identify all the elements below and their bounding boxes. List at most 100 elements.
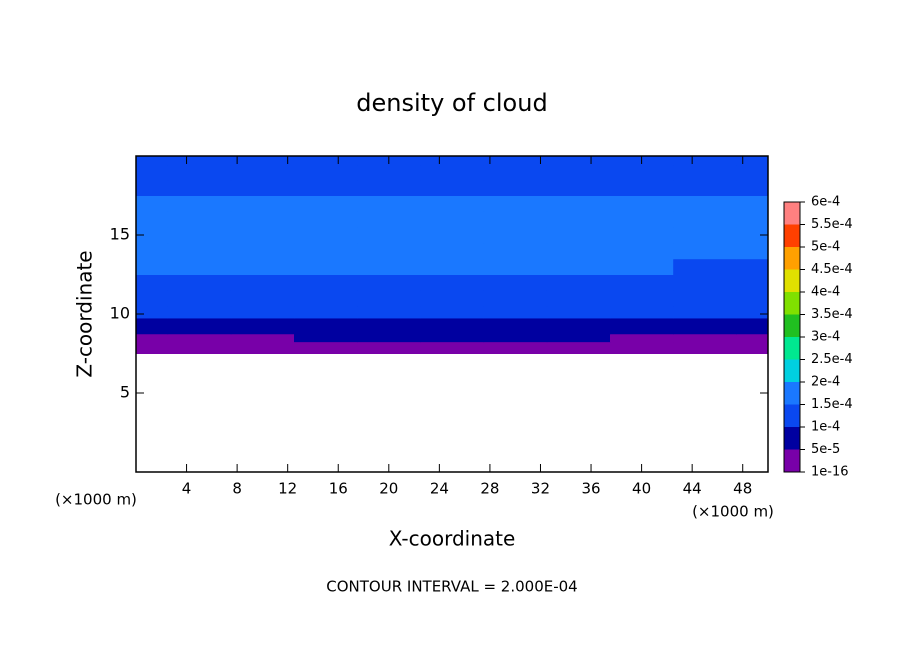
contour-cell [483, 333, 548, 343]
contour-cell [420, 325, 485, 335]
footer-note: CONTOUR INTERVAL = 2.000E-04 [326, 578, 577, 596]
contour-cell [546, 290, 611, 307]
contour-cell [736, 258, 769, 275]
contour-cell [167, 341, 232, 351]
contour-cell [420, 317, 485, 327]
contour-cell [230, 156, 295, 166]
contour-cell [230, 290, 295, 307]
contour-cell [420, 211, 485, 228]
contour-cell [610, 349, 674, 354]
contour-cell [230, 325, 295, 335]
contour-cell [167, 274, 232, 291]
x-tick-label: 16 [329, 480, 348, 498]
contour-cell [357, 349, 421, 354]
contour-cell [167, 179, 232, 196]
contour-cell [546, 306, 611, 319]
x-tick-label: 40 [632, 480, 651, 498]
y-axis-label: Z-coordinate [73, 250, 97, 377]
contour-cell [546, 211, 611, 228]
contour-cell [230, 179, 295, 196]
contour-cell [357, 274, 421, 291]
contour-cell [136, 333, 169, 343]
contour-cell [546, 227, 611, 244]
contour-cell [357, 290, 421, 307]
contour-cell [357, 306, 421, 319]
x-tick-label: 44 [683, 480, 702, 498]
contour-cell [673, 211, 737, 228]
contour-cell [136, 227, 169, 244]
colorbar-label: 6e-4 [811, 195, 840, 210]
contour-cell [136, 156, 169, 166]
x-unit-label: (×1000 m) [692, 503, 774, 521]
contour-cell [294, 195, 358, 212]
contour-cell [420, 242, 485, 260]
contour-cell [230, 211, 295, 228]
contour-cell [483, 306, 548, 319]
contour-cell [136, 195, 169, 212]
colorbar-label: 1e-4 [811, 420, 840, 435]
contour-cell [673, 325, 737, 335]
contour-cell [546, 325, 611, 335]
contour-cell [736, 306, 769, 319]
contour-cell [483, 227, 548, 244]
contour-cell [546, 179, 611, 196]
contour-cell [673, 290, 737, 307]
contour-cell [230, 227, 295, 244]
contour-cell [483, 156, 548, 166]
colorbar-swatch [784, 337, 800, 360]
contour-cell [673, 179, 737, 196]
y-tick-label: 10 [110, 304, 130, 323]
contour-cell [357, 325, 421, 335]
contour-cell [167, 211, 232, 228]
x-axis-label: X-coordinate [389, 527, 516, 551]
contour-cell [736, 165, 769, 181]
colorbar-label: 3.5e-4 [811, 307, 853, 322]
colorbar-swatch [784, 224, 800, 247]
contour-cell [294, 211, 358, 228]
contour-cell [294, 317, 358, 327]
contour-cell [420, 195, 485, 212]
contour-cell [610, 165, 674, 181]
contour-cell [673, 341, 737, 351]
contour-cell [136, 258, 169, 275]
contour-cell [294, 306, 358, 319]
contour-cell [673, 242, 737, 260]
y-tick-label: 15 [110, 225, 130, 244]
contour-cell [420, 258, 485, 275]
contour-cell [357, 211, 421, 228]
x-tick-label: 4 [182, 480, 192, 498]
x-tick-label: 48 [733, 480, 752, 498]
contour-cell [673, 349, 737, 354]
contour-cell [420, 333, 485, 343]
colorbar-label: 2e-4 [811, 375, 840, 390]
x-tick-label: 20 [379, 480, 398, 498]
contour-cell [136, 349, 169, 354]
contour-cell [167, 165, 232, 181]
contour-cell [136, 306, 169, 319]
contour-cell [230, 165, 295, 181]
x-tick-label: 24 [430, 480, 449, 498]
contour-cell [167, 325, 232, 335]
colorbar-label: 5.5e-4 [811, 217, 853, 232]
contour-cell [610, 290, 674, 307]
colorbar-swatch [784, 292, 800, 315]
contour-cell [736, 195, 769, 212]
contour-cell [673, 227, 737, 244]
contour-cell [673, 317, 737, 327]
contour-cell [420, 349, 485, 354]
contour-cell [673, 195, 737, 212]
contour-cell [483, 211, 548, 228]
contour-cell [230, 333, 295, 343]
contour-cell [357, 195, 421, 212]
contour-cell [294, 179, 358, 196]
contour-cell [483, 325, 548, 335]
contour-cell [230, 258, 295, 275]
contour-cell [546, 341, 611, 351]
contour-cell [420, 341, 485, 351]
contour-cell [736, 242, 769, 260]
contour-cell [736, 290, 769, 307]
contour-cell [136, 325, 169, 335]
contour-cell [136, 179, 169, 196]
contour-cell [546, 165, 611, 181]
colorbar-label: 4e-4 [811, 285, 840, 300]
